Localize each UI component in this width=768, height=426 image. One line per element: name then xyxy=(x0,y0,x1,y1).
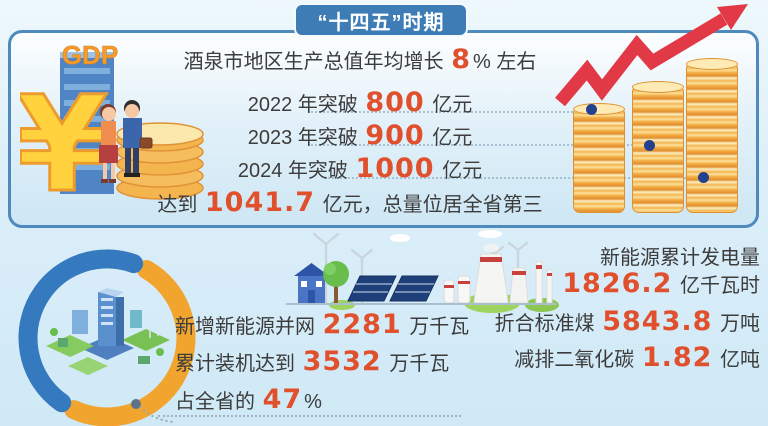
grid-connected-value: 2281 xyxy=(322,309,402,340)
gdp-total-suffix: 亿元，总量位居全省第三 xyxy=(317,194,543,216)
leader-line-2022 xyxy=(308,111,596,113)
coal-equivalent-text: 折合标准煤 xyxy=(494,313,601,335)
gdp-growth-value: 8 xyxy=(451,44,471,75)
marker-dot-2023 xyxy=(644,140,655,151)
gdp-growth-text: 酒泉市地区生产总值年均增长 xyxy=(183,51,450,73)
coal-equivalent-suffix: 万吨 xyxy=(714,313,760,335)
gdp-2022-suffix: 亿元 xyxy=(426,94,473,116)
donut-blue-arc xyxy=(18,249,196,426)
gdp-total-line: 达到 1041.7 亿元，总量位居全省第三 xyxy=(110,187,590,218)
province-share-line: 占全省的 47% xyxy=(175,384,322,415)
gdp-total-text: 达到 xyxy=(157,194,203,216)
house-icon xyxy=(294,263,329,303)
leader-line-2024 xyxy=(325,177,710,179)
generation-line: 1826.2 亿千瓦时 xyxy=(560,268,760,299)
grid-connected-text: 新增新能源并网 xyxy=(175,316,321,338)
gdp-total-value: 1041.7 xyxy=(204,187,316,218)
chimney-icon xyxy=(535,261,553,304)
co2-reduction-line: 减排二氧化碳 1.82 亿吨 xyxy=(514,342,760,373)
coin-bar-2022 xyxy=(573,103,625,213)
coin-bar-2023 xyxy=(632,81,684,213)
gdp-2022-value: 800 xyxy=(365,87,425,118)
gdp-2024-value: 1000 xyxy=(355,153,435,184)
province-share-text: 占全省的 xyxy=(175,391,261,413)
gdp-illustration: GDP ¥ xyxy=(20,40,204,216)
gdp-2023-text: 2023 年突破 xyxy=(247,127,364,149)
gdp-2024-text: 2024 年突破 xyxy=(237,160,354,182)
gdp-label: GDP xyxy=(62,40,118,70)
cloud-icon xyxy=(390,230,502,242)
installed-capacity-line: 累计装机达到 3532 万千瓦 xyxy=(175,346,449,377)
silo-icon xyxy=(443,275,471,304)
period-badge: “十四五”时期 xyxy=(294,3,468,37)
gdp-2022-line: 2022 年突破 800 亿元 xyxy=(150,87,570,118)
period-badge-label: “十四五”时期 xyxy=(317,11,445,34)
share-dotted-underline xyxy=(158,415,461,417)
gdp-2023-suffix: 亿元 xyxy=(426,127,473,149)
yuan-icon: ¥ xyxy=(20,68,108,216)
donut-callout-dot xyxy=(131,399,141,409)
province-share-suffix: % xyxy=(304,391,322,413)
coin-bar-2024 xyxy=(686,58,738,213)
gdp-2022-text: 2022 年突破 xyxy=(247,94,364,116)
generation-suffix: 亿千瓦时 xyxy=(674,275,760,297)
gdp-2023-value: 900 xyxy=(365,120,425,151)
generation-title: 新能源累计发电量 xyxy=(600,241,760,270)
grid-connected-suffix: 万千瓦 xyxy=(403,316,470,338)
share-donut-chart xyxy=(18,249,196,426)
marker-dot-2022 xyxy=(586,104,597,115)
gdp-growth-suffix: % 左右 xyxy=(473,51,537,73)
installed-capacity-suffix: 万千瓦 xyxy=(383,353,450,375)
growth-arrow-icon xyxy=(555,4,748,107)
generation-title-text: 新能源累计发电量 xyxy=(600,247,760,269)
gdp-2024-suffix: 亿元 xyxy=(436,160,483,182)
donut-callout-line xyxy=(139,405,175,423)
co2-reduction-text: 减排二氧化碳 xyxy=(514,349,640,371)
generation-value: 1826.2 xyxy=(562,268,673,299)
coal-equivalent-value: 5843.8 xyxy=(602,306,713,337)
coal-equivalent-line: 折合标准煤 5843.8 万吨 xyxy=(495,306,760,337)
province-share-value: 47 xyxy=(262,384,303,415)
marker-dot-2024 xyxy=(698,172,709,183)
leader-line-2023 xyxy=(308,144,653,146)
building-icon xyxy=(60,52,114,194)
solar-panel-icon xyxy=(347,275,439,302)
cooling-tower-icon xyxy=(473,244,529,304)
installed-capacity-text: 累计装机达到 xyxy=(175,353,301,375)
grid-connected-line: 新增新能源并网 2281 万千瓦 xyxy=(175,309,469,340)
tree-icon xyxy=(323,261,349,303)
city-illustration xyxy=(46,288,175,423)
installed-capacity-value: 3532 xyxy=(302,346,382,377)
people-icon xyxy=(99,100,153,183)
gdp-2023-line: 2023 年突破 900 亿元 xyxy=(150,120,570,151)
gdp-2024-line: 2024 年突破 1000 亿元 xyxy=(150,153,570,184)
gdp-growth-line: 酒泉市地区生产总值年均增长 8% 左右 xyxy=(140,44,580,75)
co2-reduction-value: 1.82 xyxy=(641,342,713,373)
energy-plant-illustration xyxy=(286,230,559,313)
co2-reduction-suffix: 亿吨 xyxy=(714,349,760,371)
